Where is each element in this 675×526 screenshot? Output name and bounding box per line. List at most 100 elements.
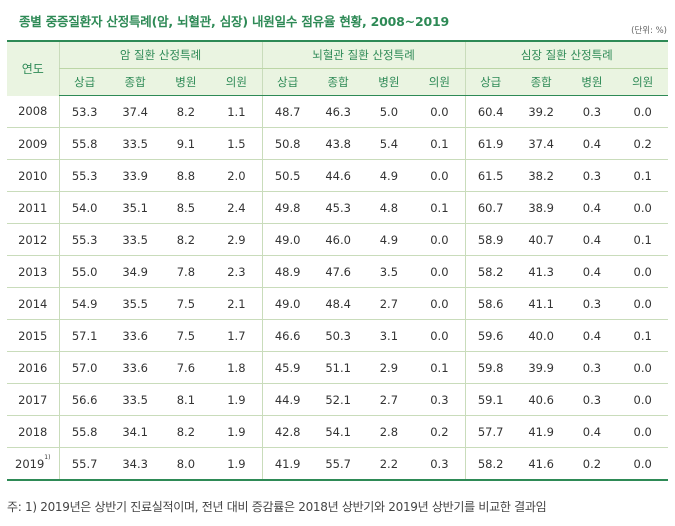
cell-cerebrovascular-2: 5.4 [363,127,415,160]
table-row: 2017 56.6 33.5 8.1 1.9 44.9 52.1 2.7 0.3 59.1 40.6… [7,383,669,416]
cell-heart-2: 0.3 [566,95,618,128]
cell-cerebrovascular-1: 50.3 [312,319,364,352]
cell-cerebrovascular-3: 0.0 [414,159,466,192]
cell-heart-3: 0.0 [617,415,669,448]
sub-header-heart-1: 종합 [515,68,567,96]
cell-heart-3: 0.0 [617,95,669,128]
cell-cancer-2: 8.2 [160,223,212,256]
cell-heart-1: 39.2 [515,95,567,128]
year-cell: 20191) [7,447,59,481]
cell-heart-3: 0.2 [617,127,669,160]
cell-cancer-1: 34.1 [109,415,161,448]
cell-cancer-1: 33.6 [109,351,161,384]
table-row: 2013 55.0 34.9 7.8 2.3 48.9 47.6 3.5 0.0 58.2 41.3… [7,255,669,288]
table-row: 2008 53.3 37.4 8.2 1.1 48.7 46.3 5.0 0.0 60.4 39.2… [7,95,669,128]
cell-cancer-0: 55.3 [58,159,110,192]
cell-cancer-2: 7.8 [160,255,212,288]
cell-heart-1: 38.2 [515,159,567,192]
year-value: 2017 [18,392,48,407]
cell-heart-3: 0.0 [617,447,669,481]
cell-heart-1: 41.9 [515,415,567,448]
cell-cancer-3: 2.3 [211,255,262,288]
cell-heart-0: 59.8 [464,351,516,384]
table-row: 2011 54.0 35.1 8.5 2.4 49.8 45.3 4.8 0.1 60.7 38.9… [7,191,669,224]
cell-cerebrovascular-3: 0.3 [414,447,466,481]
cell-heart-0: 58.2 [464,255,516,288]
table-row: 2016 57.0 33.6 7.6 1.8 45.9 51.1 2.9 0.1 59.8 39.9… [7,351,669,384]
cell-heart-2: 0.3 [566,351,618,384]
cell-heart-3: 0.1 [617,223,669,256]
cell-cerebrovascular-3: 0.0 [414,287,466,320]
table-row: 2010 55.3 33.9 8.8 2.0 50.5 44.6 4.9 0.0 61.5 38.2… [7,159,669,192]
cell-cancer-1: 33.5 [109,127,161,160]
cell-cerebrovascular-0: 50.8 [261,127,313,160]
year-value: 2013 [18,264,48,279]
cell-heart-2: 0.4 [566,255,618,288]
table-row: 2012 55.3 33.5 8.2 2.9 49.0 46.0 4.9 0.0 58.9 40.7… [7,223,669,256]
cell-cerebrovascular-2: 4.9 [363,159,415,192]
cell-cerebrovascular-1: 52.1 [312,383,364,416]
cell-cancer-1: 35.5 [109,287,161,320]
cell-heart-0: 58.2 [464,447,516,481]
cell-cancer-1: 35.1 [109,191,161,224]
cell-cancer-0: 54.9 [58,287,110,320]
cell-heart-3: 0.0 [617,287,669,320]
cell-cancer-0: 55.8 [58,415,110,448]
cell-cancer-0: 57.1 [58,319,110,352]
cell-cancer-0: 56.6 [58,383,110,416]
cell-cerebrovascular-2: 4.8 [363,191,415,224]
year-cell: 2014 [7,287,59,320]
cell-cancer-3: 1.1 [211,95,262,128]
cell-cancer-2: 7.6 [160,351,212,384]
cell-cancer-2: 9.1 [160,127,212,160]
sub-header-cerebrovascular-1: 종합 [312,68,364,96]
table-title: 종별 중증질환자 산정특례(암, 뇌혈관, 심장) 내원일수 점유율 현황, 2… [19,14,449,29]
cell-cancer-3: 2.4 [211,191,262,224]
year-value: 2016 [18,360,48,375]
year-cell: 2015 [7,319,59,352]
cell-cancer-0: 53.3 [58,95,110,128]
cell-cancer-0: 55.0 [58,255,110,288]
cell-cancer-3: 1.5 [211,127,262,160]
cell-heart-0: 58.6 [464,287,516,320]
cell-cerebrovascular-1: 54.1 [312,415,364,448]
cell-cerebrovascular-1: 44.6 [312,159,364,192]
cell-heart-0: 61.9 [464,127,516,160]
cell-cerebrovascular-0: 50.5 [261,159,313,192]
sub-header-cerebrovascular-3: 의원 [414,68,466,96]
table-row: 2018 55.8 34.1 8.2 1.9 42.8 54.1 2.8 0.2 57.7 41.9… [7,415,669,448]
cell-cerebrovascular-1: 48.4 [312,287,364,320]
cell-heart-0: 60.4 [464,95,516,128]
group-header-cancer: 암 질환 산정특례 [58,40,262,69]
cell-cancer-3: 1.7 [211,319,262,352]
table-row: 2009 55.8 33.5 9.1 1.5 50.8 43.8 5.4 0.1 61.9 37.4… [7,127,669,160]
cell-cancer-0: 55.3 [58,223,110,256]
year-value: 2019 [15,456,45,471]
cell-cerebrovascular-1: 47.6 [312,255,364,288]
cell-cerebrovascular-0: 45.9 [261,351,313,384]
cell-heart-3: 0.0 [617,255,669,288]
cell-cerebrovascular-0: 41.9 [261,447,313,481]
cell-cerebrovascular-3: 0.1 [414,351,466,384]
year-value: 2018 [18,424,48,439]
cell-heart-0: 57.7 [464,415,516,448]
cell-cancer-2: 8.0 [160,447,212,481]
cell-heart-1: 40.0 [515,319,567,352]
cell-cerebrovascular-1: 46.0 [312,223,364,256]
cell-cancer-1: 33.9 [109,159,161,192]
cell-cancer-1: 37.4 [109,95,161,128]
cell-cancer-1: 33.5 [109,383,161,416]
table-row: 2015 57.1 33.6 7.5 1.7 46.6 50.3 3.1 0.0 59.6 40.0… [7,319,669,352]
year-cell: 2009 [7,127,59,160]
cell-cancer-3: 2.9 [211,223,262,256]
sub-header-heart-0: 상급 [464,68,516,96]
cell-cerebrovascular-1: 45.3 [312,191,364,224]
year-value: 2012 [18,232,48,247]
cell-heart-2: 0.3 [566,383,618,416]
cell-heart-2: 0.4 [566,415,618,448]
sub-header-heart-3: 의원 [617,68,669,96]
cell-heart-3: 0.1 [617,159,669,192]
cell-cancer-3: 1.9 [211,415,262,448]
cell-cerebrovascular-0: 42.8 [261,415,313,448]
cell-heart-0: 61.5 [464,159,516,192]
